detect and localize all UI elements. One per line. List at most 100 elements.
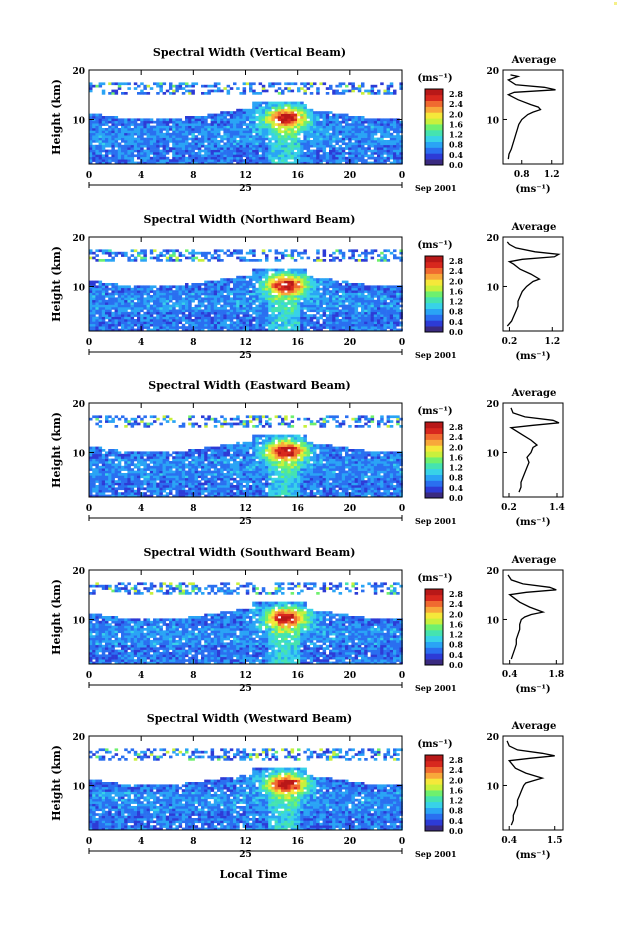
heatmap-cell (101, 156, 106, 160)
heatmap-cell (236, 116, 240, 119)
heatmap-cell (153, 453, 157, 457)
heatmap-cell (197, 285, 202, 289)
heatmap-cell (204, 144, 208, 148)
heatmap-cell (172, 159, 176, 162)
heatmap-cell (210, 128, 215, 131)
heatmap-cell (137, 485, 141, 488)
heatmap-cell (229, 116, 234, 119)
heatmap-cell (121, 492, 125, 495)
heatmap-cell (354, 299, 359, 303)
heatmap-cell (188, 137, 192, 141)
heatmap-cell (274, 101, 279, 105)
heatmap-cell (319, 149, 323, 153)
heatmap-cell (124, 489, 128, 493)
heatmap-cell (239, 159, 243, 162)
heatmap-cell (201, 137, 205, 141)
heatmap-cell (261, 319, 266, 322)
heatmap-cell (213, 113, 218, 117)
heatmap-cell (329, 137, 333, 141)
heatmap-cell (188, 314, 192, 317)
heatmap-cell (338, 285, 343, 289)
heatmap-cell (204, 120, 208, 124)
heatmap-cell (265, 287, 269, 291)
heatmap-cell (322, 302, 327, 305)
heatmap-cell (156, 316, 160, 320)
heatmap-cell (175, 149, 179, 153)
heatmap-cell (98, 156, 103, 160)
heatmap-cell (89, 149, 93, 153)
colorbar-frame (424, 88, 444, 166)
heatmap-cell (383, 309, 387, 313)
heatmap-cell (348, 82, 352, 86)
heatmap-cell (130, 120, 135, 124)
heatmap-cell (153, 302, 157, 305)
heatmap-cell (210, 292, 215, 296)
heatmap-cell (380, 323, 384, 327)
heatmap-cell (210, 84, 215, 88)
heatmap-cell (229, 140, 234, 143)
heatmap-cell (236, 316, 240, 320)
heatmap-cell (386, 154, 391, 158)
heatmap-cell (111, 287, 115, 291)
heatmap-cell (396, 144, 400, 148)
heatmap-cell (105, 316, 109, 320)
heatmap-cell (197, 118, 202, 122)
heatmap-cell (313, 304, 317, 308)
heatmap-cell (117, 120, 122, 124)
heatmap-cell (322, 154, 327, 158)
heatmap-cell (300, 275, 304, 279)
heatmap-cell (92, 461, 96, 464)
heatmap-cell (348, 297, 352, 301)
heatmap-cell (386, 314, 391, 317)
heatmap-cell (156, 135, 160, 138)
heatmap-cell (281, 321, 285, 325)
heatmap-cell (332, 292, 336, 296)
heatmap-cell (383, 156, 387, 160)
heatmap-cell (165, 144, 170, 148)
heatmap-cell (271, 154, 275, 158)
heatmap-cell (233, 118, 237, 122)
heatmap-cell (396, 137, 400, 141)
heatmap-cell (249, 152, 253, 155)
heatmap-cell (137, 125, 141, 129)
heatmap-cell (297, 111, 301, 114)
heatmap-cell (364, 120, 368, 124)
heatmap-cell (149, 473, 154, 476)
heatmap-cell (309, 140, 314, 143)
heatmap-cell (149, 451, 154, 455)
heatmap-cell (332, 314, 336, 317)
heatmap-cell (319, 328, 323, 332)
heatmap-cell (242, 309, 247, 313)
heatmap-cell (181, 144, 186, 148)
heatmap-cell (325, 326, 330, 329)
heatmap-cell (153, 290, 157, 293)
heatmap-cell (217, 154, 221, 158)
heatmap-cell (204, 118, 208, 122)
heatmap-cell (207, 130, 211, 134)
heatmap-cell (220, 292, 224, 296)
heatmap-cell (297, 120, 301, 124)
heatmap-cell (233, 130, 237, 134)
heatmap-cell (98, 420, 103, 423)
heatmap-cell (303, 84, 307, 88)
heatmap-cell (194, 292, 199, 296)
heatmap-cell (239, 152, 243, 155)
heatmap-cell (172, 149, 176, 153)
heatmap-cell (89, 295, 93, 298)
heatmap-cell (140, 249, 144, 253)
heatmap-cell (143, 152, 147, 155)
heatmap-cell (261, 137, 266, 141)
heatmap-cell (143, 304, 147, 308)
heatmap-cell (169, 328, 173, 332)
heatmap-cell (364, 326, 368, 329)
heatmap-cell (303, 89, 307, 93)
heatmap-cell (127, 489, 131, 493)
heatmap-cell (92, 456, 96, 459)
heatmap-cell (297, 125, 301, 129)
heatmap-cell (290, 249, 295, 253)
heatmap-cell (297, 89, 301, 93)
heatmap-cell (130, 458, 135, 462)
heatmap-cell (377, 120, 381, 124)
heatmap-cell (341, 82, 346, 86)
heatmap-cell (229, 137, 234, 141)
